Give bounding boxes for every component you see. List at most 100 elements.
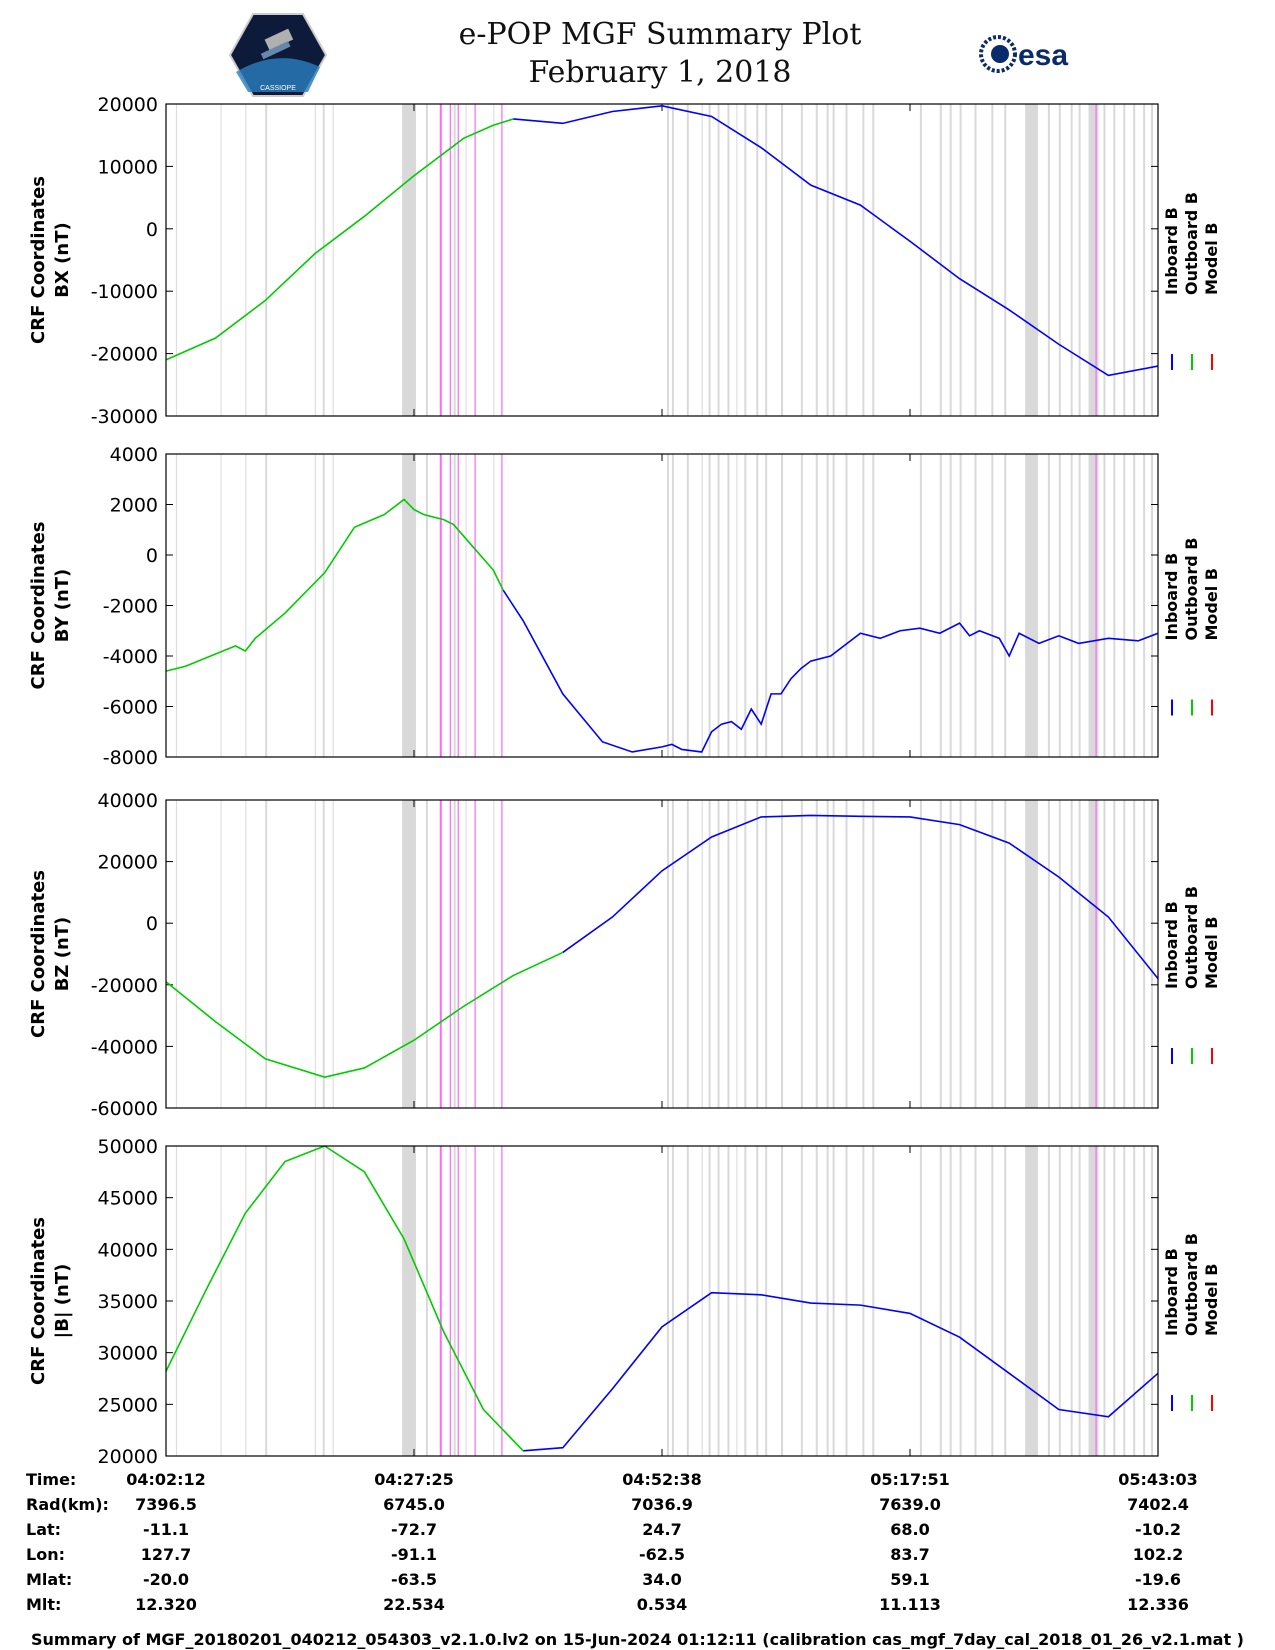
gray-data-band: [919, 104, 922, 416]
gray-data-band: [872, 1146, 875, 1456]
gray-data-band: [717, 1146, 720, 1456]
magenta-data-band: [474, 104, 476, 416]
gray-data-band: [245, 454, 247, 757]
gray-data-band: [701, 1146, 703, 1456]
gray-data-band: [1047, 800, 1050, 1108]
table-cell: 24.7: [642, 1520, 681, 1539]
gray-data-band: [1025, 104, 1038, 416]
legend-label: Inboard B: [1162, 207, 1181, 295]
gray-data-band: [671, 800, 674, 1108]
y-tick-label: 20000: [98, 1446, 158, 1468]
gray-data-band: [701, 800, 703, 1108]
gray-data-band: [332, 1146, 334, 1456]
gray-data-band: [826, 1146, 829, 1456]
table-cell: 04:02:12: [126, 1470, 206, 1489]
gray-data-band: [991, 104, 994, 416]
gray-data-band: [686, 800, 689, 1108]
y-axis-unit-label: BY (nT): [52, 569, 73, 643]
gray-data-band: [1078, 800, 1081, 1108]
table-cell: 7396.5: [135, 1495, 197, 1514]
gray-data-band: [671, 454, 674, 757]
gray-data-band: [686, 104, 689, 416]
gray-data-band: [175, 104, 177, 416]
magenta-data-band: [439, 1146, 442, 1456]
gray-data-band: [1047, 104, 1050, 416]
legend-label: Inboard B: [1162, 1248, 1181, 1336]
gray-data-band: [322, 454, 325, 757]
gray-data-band: [220, 104, 222, 416]
gray-data-band: [708, 800, 711, 1108]
table-cell: 04:27:25: [374, 1470, 454, 1489]
legend-label: Inboard B: [1162, 553, 1181, 641]
gray-data-band: [708, 104, 711, 416]
gray-data-band: [1004, 800, 1007, 1108]
gray-data-band: [765, 1146, 768, 1456]
gray-data-band: [765, 454, 768, 757]
gray-data-band: [453, 800, 456, 1108]
table-row-label: Lon:: [26, 1545, 65, 1564]
gray-data-band: [717, 104, 720, 416]
gray-data-band: [425, 800, 428, 1108]
gray-data-band: [736, 800, 738, 1108]
gray-data-band: [402, 454, 416, 757]
gray-data-band: [1088, 104, 1099, 416]
y-axis-unit-label: |B| (nT): [52, 1264, 73, 1339]
gray-data-band: [872, 104, 875, 416]
y-tick-label: 0: [146, 219, 158, 241]
gray-data-band: [1123, 454, 1126, 757]
gray-data-band: [815, 454, 818, 757]
table-cell: 102.2: [1133, 1545, 1184, 1564]
magenta-data-band: [439, 104, 442, 416]
gray-data-band: [845, 800, 848, 1108]
table-cell: -62.5: [639, 1545, 685, 1564]
gray-data-band: [1113, 800, 1116, 1108]
plot-frame: [165, 103, 1159, 417]
gray-data-band: [314, 104, 316, 416]
gray-data-band: [939, 104, 942, 416]
y-tick-label: -10000: [91, 281, 158, 303]
gray-data-band: [845, 104, 848, 416]
y-axis-label: CRF Coordinates: [28, 870, 49, 1038]
gray-data-band: [453, 454, 456, 757]
magenta-data-band: [501, 800, 503, 1108]
gray-data-band: [493, 454, 495, 757]
gray-data-band: [756, 800, 759, 1108]
gray-data-band: [220, 454, 222, 757]
gray-data-band: [402, 104, 416, 416]
magenta-data-band: [449, 104, 451, 416]
y-tick-label: -20000: [91, 344, 158, 366]
table-cell: -19.6: [1135, 1570, 1181, 1589]
legend-label: Model B: [1202, 917, 1221, 989]
gray-data-band: [845, 1146, 848, 1456]
gray-data-band: [991, 800, 994, 1108]
gray-data-band: [717, 454, 720, 757]
cassiope-logo: CASSIOPE: [228, 13, 328, 97]
gray-data-band: [220, 1146, 222, 1456]
gray-data-band: [974, 800, 977, 1108]
gray-data-band: [708, 1146, 711, 1456]
gray-data-band: [1004, 454, 1007, 757]
gray-data-band: [872, 800, 875, 1108]
table-row-label: Rad(km):: [26, 1495, 109, 1514]
magenta-data-band: [501, 104, 503, 416]
gray-data-band: [1103, 800, 1106, 1108]
gray-data-band: [425, 1146, 428, 1456]
gray-data-band: [686, 454, 689, 757]
magenta-data-band: [439, 800, 442, 1108]
gray-data-band: [832, 1146, 835, 1456]
table-row-label: Time:: [26, 1470, 76, 1489]
magenta-data-band: [457, 1146, 459, 1456]
gray-data-band: [265, 1146, 268, 1456]
gray-data-band: [862, 1146, 865, 1456]
gray-data-band: [949, 454, 952, 757]
gray-data-band: [425, 104, 428, 416]
gray-data-band: [245, 104, 247, 416]
gray-data-band: [1025, 454, 1038, 757]
gray-data-band: [1133, 1146, 1136, 1456]
table-cell: 11.113: [879, 1595, 941, 1614]
gray-data-band: [465, 104, 467, 416]
plot-frame: [165, 1145, 1159, 1457]
gray-data-band: [949, 104, 952, 416]
gray-data-band: [314, 454, 316, 757]
gray-data-band: [1070, 104, 1073, 416]
